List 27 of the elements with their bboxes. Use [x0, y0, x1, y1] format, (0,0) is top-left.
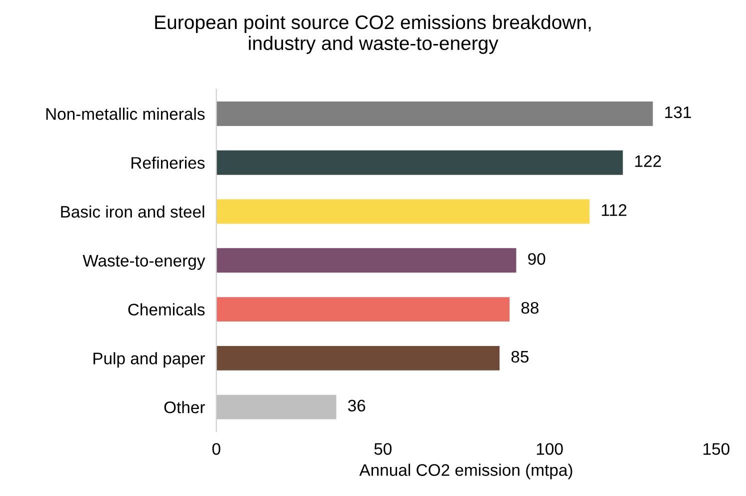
bar	[216, 297, 510, 322]
bar	[216, 199, 590, 224]
data-label: 90	[528, 253, 546, 265]
y-tick-label: Chemicals	[128, 303, 205, 316]
data-label: 122	[635, 155, 661, 167]
y-tick-label: Refineries	[132, 156, 205, 169]
data-label: 131	[665, 106, 691, 118]
data-label: 88	[521, 302, 538, 314]
x-tick-label: 0	[212, 443, 220, 455]
chart-title: European point source CO2 emissions breakdown, industry and waste-to-energy	[155, 14, 591, 54]
y-tick-label: Waste-to-energy	[82, 254, 206, 270]
y-tick-label: Basic iron and steel	[61, 205, 204, 218]
y-tick-label: Other	[164, 401, 205, 414]
y-tick-label: Non-metallic minerals	[46, 108, 205, 120]
y-tick-label: Pulp and paper	[94, 352, 205, 368]
bar	[216, 102, 653, 126]
data-label: 112	[602, 204, 626, 216]
bar	[216, 150, 623, 175]
data-label: 36	[348, 400, 366, 412]
bar	[216, 394, 336, 420]
x-tick-label: 50	[374, 443, 392, 455]
x-axis-title: Annual CO2 emission (mtpa)	[359, 464, 572, 480]
x-tick-label: 150	[704, 443, 730, 455]
data-label: 85	[511, 350, 529, 363]
x-tick-label: 100	[536, 443, 563, 455]
bar	[216, 248, 516, 273]
bar	[216, 346, 500, 370]
